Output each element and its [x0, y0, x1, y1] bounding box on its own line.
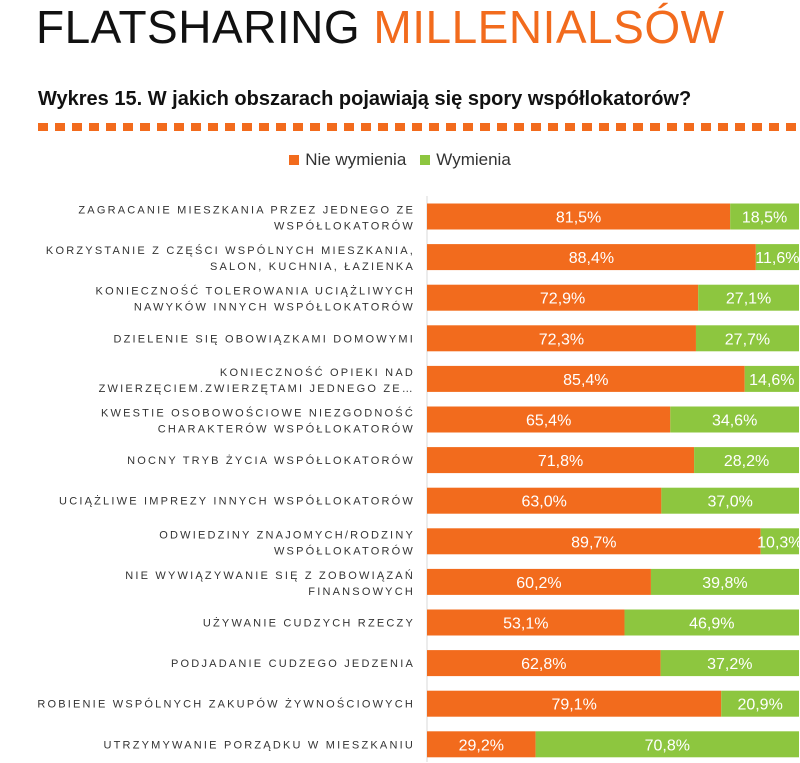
data-label: 27,1%	[726, 291, 771, 308]
dotted-divider	[38, 123, 800, 131]
bar-nie-wymienia	[427, 528, 761, 555]
legend-swatch-orange	[289, 155, 300, 165]
bar-wymienia	[650, 568, 799, 595]
bar-wymienia	[694, 447, 799, 474]
legend-swatch-green	[420, 155, 431, 165]
category-label: KORZYSTANIE Z CZĘŚCI WSPÓLNYCH MIESZKANI…	[46, 244, 415, 257]
bar-nie-wymienia	[427, 731, 536, 758]
data-label: 53,1%	[503, 616, 548, 633]
category-label: ZWIERZĘCIEM.ZWIERZĘTAMI JEDNEGO ZE…	[99, 383, 415, 395]
bar-wymienia	[760, 528, 799, 555]
bar-wymienia	[695, 325, 799, 352]
data-label: 39,8%	[702, 575, 747, 592]
data-label: 20,9%	[737, 697, 782, 714]
bar-nie-wymienia	[427, 325, 696, 352]
category-label: SALON, KUCHNIA, ŁAZIENKA	[210, 261, 415, 273]
category-label: NIE WYWIĄZYWANIE SIĘ Z ZOBOWIĄZAŃ	[125, 569, 415, 582]
data-label: 29,2%	[459, 737, 504, 754]
bar-wymienia	[535, 731, 799, 758]
category-label: KWESTIE OSOBOWOŚCIOWE NIEZGODNOŚĆ	[101, 407, 415, 420]
data-label: 70,8%	[645, 737, 690, 754]
data-label: 14,6%	[749, 372, 794, 389]
data-label: 72,9%	[540, 291, 585, 308]
bar-wymienia	[698, 284, 799, 311]
category-label: KONIECZNOŚĆ OPIEKI NAD	[220, 366, 415, 379]
data-label: 11,6%	[755, 250, 799, 267]
data-label: 28,2%	[724, 453, 769, 470]
data-label: 18,5%	[742, 210, 787, 227]
category-label: ODWIEDZINY ZNAJOMYCH/RODZINY	[159, 529, 415, 541]
category-label: UTRZYMYWANIE PORZĄDKU W MIESZKANIU	[103, 739, 415, 751]
bar-nie-wymienia	[427, 365, 745, 392]
chart-legend: Nie wymienia Wymienia	[0, 150, 800, 170]
category-label: PODJADANIE CUDZEGO JEDZENIA	[171, 658, 415, 670]
bar-nie-wymienia	[427, 650, 661, 677]
data-label: 63,0%	[521, 494, 566, 511]
bar-wymienia	[721, 690, 799, 717]
data-label: 71,8%	[538, 453, 583, 470]
category-label: UCIĄŻLIWE IMPREZY INNYCH WSPÓŁLOKATORÓW	[59, 495, 415, 508]
bar-nie-wymienia	[427, 203, 731, 230]
banner-title-dark: FLATSHARING	[36, 1, 361, 53]
category-label: ROBIENIE WSPÓLNYCH ZAKUPÓW ŻYWNOŚCIOWYCH	[37, 698, 415, 711]
bar-wymienia	[744, 365, 799, 392]
category-label: ZAGRACANIE MIESZKANIA PRZEZ JEDNEGO ZE	[78, 205, 415, 217]
data-label: 85,4%	[563, 372, 608, 389]
data-label: 88,4%	[569, 250, 614, 267]
bar-nie-wymienia	[427, 487, 662, 514]
bar-wymienia	[670, 406, 799, 433]
bar-wymienia	[730, 203, 799, 230]
banner-title-accent: MILLENIALSÓW	[373, 1, 725, 53]
bar-nie-wymienia	[427, 690, 722, 717]
bar-nie-wymienia	[427, 447, 695, 474]
bar-nie-wymienia	[427, 568, 651, 595]
data-label: 34,6%	[712, 413, 757, 430]
report-banner-title: FLATSHARING MILLENIALSÓW	[36, 2, 725, 52]
bar-nie-wymienia	[427, 244, 756, 271]
data-label: 79,1%	[551, 697, 596, 714]
legend-label-wymienia: Wymienia	[436, 150, 511, 169]
bar-wymienia	[660, 650, 799, 677]
data-label: 72,3%	[539, 331, 584, 348]
data-label: 81,5%	[556, 210, 601, 227]
category-label: FINANSOWYCH	[308, 586, 415, 598]
category-label: DZIELENIE SIĘ OBOWIĄZKAMI DOMOWYMI	[113, 333, 415, 345]
data-label: 89,7%	[571, 534, 616, 551]
bar-nie-wymienia	[427, 284, 699, 311]
legend-label-nie-wymienia: Nie wymienia	[305, 150, 407, 169]
category-label: CHARAKTERÓW WSPÓŁLOKATORÓW	[158, 423, 415, 436]
data-label: 10,3%	[757, 534, 800, 551]
data-label: 37,2%	[707, 656, 752, 673]
data-label: 65,4%	[526, 413, 571, 430]
category-label: KONIECZNOŚĆ TOLEROWANIA UCIĄŻLIWYCH	[96, 285, 415, 298]
category-label: NOCNY TRYB ŻYCIA WSPÓŁLOKATORÓW	[127, 454, 415, 467]
category-label: UŻYWANIE CUDZYCH RZECZY	[203, 617, 415, 630]
bar-nie-wymienia	[427, 406, 671, 433]
category-label: WSPÓŁLOKATORÓW	[274, 220, 415, 233]
bar-wymienia	[661, 487, 799, 514]
legend-item-wymienia: Wymienia	[420, 150, 511, 170]
data-label: 37,0%	[707, 494, 752, 511]
data-label: 60,2%	[516, 575, 561, 592]
bar-wymienia	[624, 609, 799, 636]
bar-nie-wymienia	[427, 609, 625, 636]
chart-title: Wykres 15. W jakich obszarach pojawiają …	[38, 88, 692, 110]
bar-wymienia	[755, 244, 799, 271]
data-label: 27,7%	[725, 331, 770, 348]
category-label: WSPÓŁLOKATORÓW	[274, 544, 415, 557]
data-label: 62,8%	[521, 656, 566, 673]
legend-item-nie-wymienia: Nie wymienia	[289, 150, 406, 170]
category-label: NAWYKÓW INNYCH WSPÓŁLOKATORÓW	[134, 301, 415, 314]
data-label: 46,9%	[689, 616, 734, 633]
